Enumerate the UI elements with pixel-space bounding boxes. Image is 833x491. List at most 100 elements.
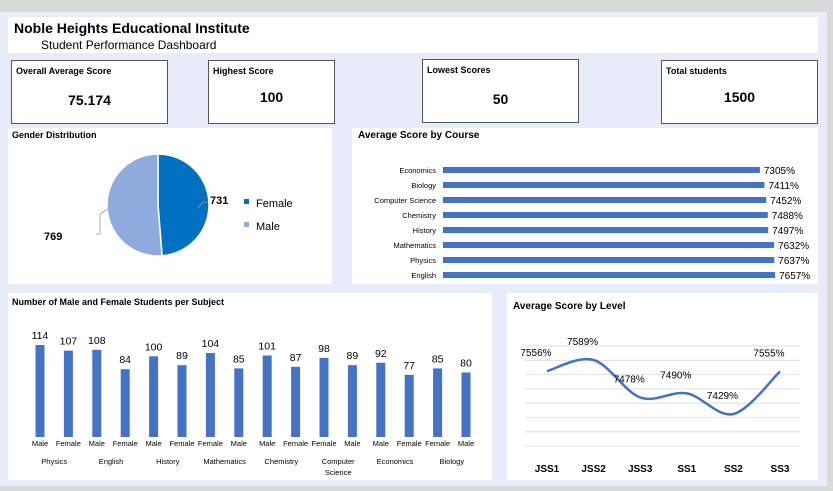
subject-value-label: 107: [60, 336, 78, 348]
course-value-label: 7305%: [764, 166, 795, 177]
level-category-label: JSS1: [535, 464, 560, 475]
gender-tick-label: Male: [89, 439, 105, 448]
course-category-label: Mathematics: [393, 241, 436, 250]
course-bar: [443, 242, 775, 248]
subject-value-label: 80: [460, 357, 472, 369]
subject-bar-chart: 114 Male 107 Female 108 Male 84 Female 100 Male 89…: [32, 330, 475, 477]
level-line-chart: 7556% JSS1 7589% JSS2 7478% JSS3 7490% SS1 7429%…: [520, 337, 800, 475]
course-value-label: 7497%: [772, 226, 803, 237]
subject-chart-title: Number of Male and Female Students per S…: [12, 297, 225, 307]
course-value-label: 7488%: [772, 211, 803, 222]
subject-bar: [291, 366, 301, 437]
subject-category-label: English: [99, 457, 124, 466]
subject-category-label: History: [156, 457, 180, 466]
kpi-lowest-scores: Lowest Scores 50: [422, 59, 579, 123]
subject-value-label: 114: [32, 330, 49, 342]
subject-category-label: Computer: [322, 457, 355, 466]
subject-bar: [149, 356, 159, 437]
institute-name: Noble Heights Educational Institute: [14, 20, 250, 36]
pie-slice-male: [106, 153, 163, 257]
subject-bar: [92, 349, 102, 437]
subject-value-label: 89: [347, 350, 359, 362]
course-bar: [443, 197, 767, 203]
gender-tick-label: Male: [373, 439, 389, 448]
subject-bar: [404, 374, 414, 437]
course-value-label: 7637%: [778, 256, 809, 267]
kpi-value: 100: [259, 89, 284, 105]
course-category-label: English: [411, 271, 436, 280]
subject-value-label: 98: [318, 343, 330, 355]
gender-tick-label: Female: [198, 439, 223, 448]
subject-value-label: 85: [432, 353, 444, 365]
subject-value-label: 101: [258, 340, 276, 352]
subject-category-label: Biology: [439, 457, 464, 466]
gender-tick-label: Male: [145, 439, 161, 448]
subject-value-label: 89: [176, 350, 188, 362]
level-value-label: 7556%: [520, 348, 551, 359]
pie-label-female: 731: [210, 195, 228, 207]
gender-tick-label: Female: [397, 439, 422, 448]
kpi-total-students: Total students 1500: [661, 60, 818, 124]
course-value-label: 7657%: [779, 271, 810, 282]
level-value-label: 7478%: [614, 374, 645, 385]
kpi-label: Total students: [666, 66, 727, 76]
kpi-value: 1500: [723, 89, 756, 105]
subject-value-label: 77: [403, 360, 415, 372]
level-category-label: JSS3: [628, 464, 653, 475]
gender-tick-label: Female: [56, 439, 81, 448]
pie-label-male: 769: [44, 231, 62, 243]
kpi-label: Highest Score: [213, 66, 274, 76]
course-bar: [443, 182, 765, 188]
pie-slice-female: [157, 153, 210, 257]
subject-bar: [433, 368, 443, 437]
course-category-label: Computer Science: [374, 196, 436, 205]
legend-label-female: Female: [256, 198, 293, 210]
subject-bar: [347, 365, 357, 437]
subject-value-label: 100: [145, 341, 163, 353]
subject-bar: [234, 368, 244, 437]
subject-category-label: Economics: [377, 457, 414, 466]
subject-category-label: Physics: [41, 457, 67, 466]
subject-bar: [262, 355, 272, 437]
subject-category-label: Chemistry: [265, 457, 299, 466]
kpi-highest-score: Highest Score 100: [208, 60, 335, 124]
subject-value-label: 84: [119, 354, 131, 366]
course-value-label: 7632%: [778, 241, 809, 252]
kpi-value: 75.174: [68, 92, 111, 108]
gender-tick-label: Female: [425, 439, 450, 448]
subject-value-label: 87: [290, 352, 302, 364]
gender-tick-label: Female: [169, 439, 194, 448]
legend-swatch-male: [244, 222, 249, 227]
level-value-label: 7490%: [660, 370, 691, 381]
kpi-value: 50: [492, 91, 509, 107]
level-panel: Average Score by Level 7556% JSS1 7589% JSS…: [507, 293, 818, 480]
level-value-label: 7555%: [753, 348, 784, 359]
level-category-label: JSS2: [581, 464, 606, 475]
gender-panel: Gender Distribution 731 769 Female Male: [8, 128, 332, 284]
course-category-label: Physics: [410, 256, 436, 265]
subject-value-label: 108: [88, 335, 106, 347]
gender-tick-label: Male: [32, 439, 48, 448]
gender-tick-label: Male: [231, 439, 247, 448]
legend-swatch-female: [244, 199, 249, 204]
subject-panel: Number of Male and Female Students per S…: [8, 293, 492, 480]
course-chart-title: Average Score by Course: [358, 130, 480, 141]
subject-category-label: Science: [325, 468, 352, 477]
subject-category-label: Mathematics: [203, 457, 246, 466]
dashboard-canvas: Noble Heights Educational Institute Stud…: [0, 12, 827, 486]
gender-tick-label: Female: [283, 439, 308, 448]
course-category-label: History: [413, 226, 437, 235]
subject-bar: [319, 357, 329, 437]
level-value-label: 7429%: [707, 391, 738, 402]
course-bar: [443, 212, 768, 218]
header: Noble Heights Educational Institute Stud…: [8, 17, 818, 53]
course-value-label: 7452%: [770, 196, 801, 207]
gender-tick-label: Female: [311, 439, 336, 448]
subject-bar: [63, 350, 73, 437]
course-bar: [443, 257, 775, 263]
subject-bar: [461, 372, 471, 437]
subject-bar: [120, 369, 130, 437]
leader-line-male: [96, 208, 109, 235]
course-bar: [443, 272, 776, 278]
level-line: [546, 357, 781, 416]
